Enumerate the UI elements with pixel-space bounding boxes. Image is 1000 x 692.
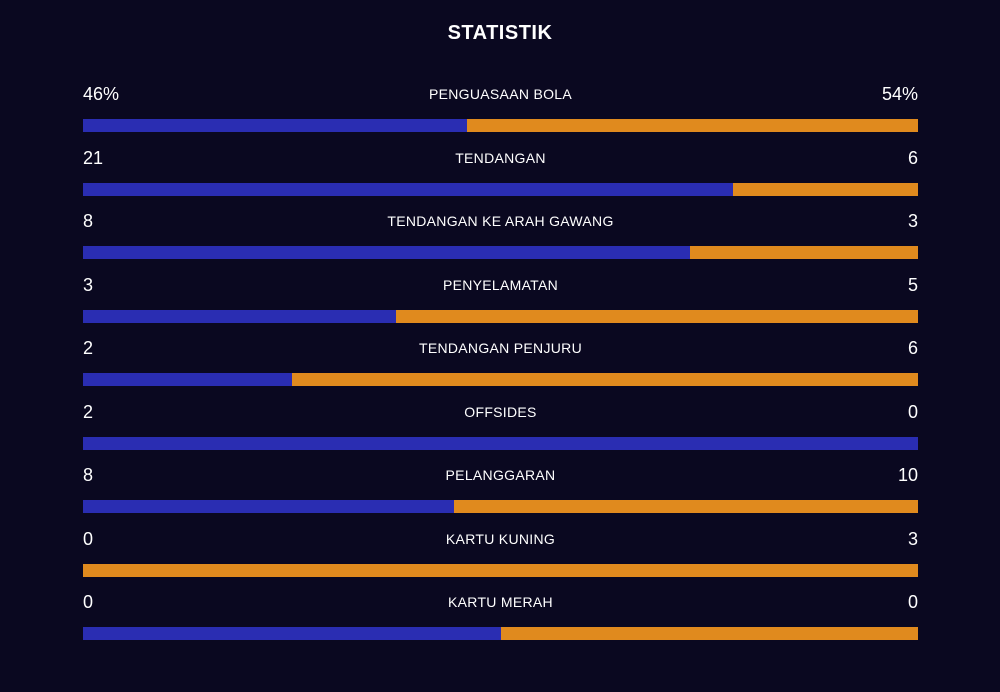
stats-list: 46% PENGUASAAN BOLA 54% 21 TENDANGAN 6 8… xyxy=(83,81,918,653)
comparison-bar xyxy=(83,309,918,323)
stat-row-tendangan-penjuru: 2 TENDANGAN PENJURU 6 xyxy=(83,335,918,399)
home-value: 8 xyxy=(83,465,94,485)
away-bar xyxy=(291,373,918,386)
comparison-bar xyxy=(83,500,918,513)
home-bar xyxy=(83,627,501,640)
stat-row-offsides: 2 OFFSIDES 0 xyxy=(83,399,918,463)
away-bar xyxy=(732,182,918,196)
stat-label: TENDANGAN PENJURU xyxy=(418,340,582,356)
home-value: 2 xyxy=(83,338,94,358)
home-value: 0 xyxy=(83,592,94,612)
stat-row-tendangan-ke-arah-gawang: 8 TENDANGAN KE ARAH GAWANG 3 xyxy=(83,208,918,272)
stat-row-penyelamatan: 3 PENYELAMATAN 5 xyxy=(83,272,918,336)
stat-label: TENDANGAN xyxy=(455,149,546,166)
away-value: 6 xyxy=(907,147,918,168)
comparison-bar xyxy=(83,246,918,259)
home-bar xyxy=(83,246,691,259)
away-bar xyxy=(467,119,918,132)
home-bar xyxy=(83,309,397,323)
comparison-bar xyxy=(83,436,918,450)
away-bar xyxy=(83,563,918,577)
home-value: 2 xyxy=(83,401,94,422)
home-value: 0 xyxy=(83,528,94,549)
home-bar xyxy=(83,500,454,513)
away-value: 10 xyxy=(897,465,918,485)
away-value: 6 xyxy=(907,338,918,358)
stat-label: TENDANGAN KE ARAH GAWANG xyxy=(387,213,614,229)
stat-row-tendangan: 21 TENDANGAN 6 xyxy=(83,145,918,209)
away-value: 54% xyxy=(881,84,918,104)
stat-row-pelanggaran: 8 PELANGGARAN 10 xyxy=(83,462,918,526)
stat-label: PENYELAMATAN xyxy=(442,276,559,293)
stat-label: OFFSIDES xyxy=(464,403,537,420)
comparison-bar xyxy=(83,373,918,386)
stat-row-kartu-merah: 0 KARTU MERAH 0 xyxy=(83,589,918,653)
away-bar xyxy=(453,500,918,513)
comparison-bar xyxy=(83,563,918,577)
away-bar xyxy=(690,246,918,259)
stat-label: PELANGGARAN xyxy=(445,467,556,483)
away-value: 3 xyxy=(907,211,918,231)
home-value: 3 xyxy=(83,274,94,295)
comparison-bar xyxy=(83,182,918,196)
stat-label: PENGUASAAN BOLA xyxy=(429,86,572,102)
comparison-bar xyxy=(83,627,918,640)
home-bar xyxy=(83,119,468,132)
stat-row-kartu-kuning: 0 KARTU KUNING 3 xyxy=(83,526,918,590)
away-value: 5 xyxy=(907,274,918,295)
away-value: 3 xyxy=(907,528,918,549)
away-bar xyxy=(500,627,918,640)
away-bar xyxy=(396,309,918,323)
home-bar xyxy=(83,182,733,196)
home-value: 8 xyxy=(83,211,94,231)
home-bar xyxy=(83,436,918,450)
away-value: 0 xyxy=(907,401,918,422)
home-value: 21 xyxy=(83,147,104,168)
stats-title: STATISTIK xyxy=(447,22,553,44)
stat-row-penguasaan-bola: 46% PENGUASAAN BOLA 54% xyxy=(83,81,918,145)
stat-label: KARTU KUNING xyxy=(445,530,556,547)
home-bar xyxy=(83,373,292,386)
away-value: 0 xyxy=(907,592,918,612)
stat-label: KARTU MERAH xyxy=(448,594,553,610)
home-value: 46% xyxy=(83,84,120,104)
comparison-bar xyxy=(83,119,918,132)
